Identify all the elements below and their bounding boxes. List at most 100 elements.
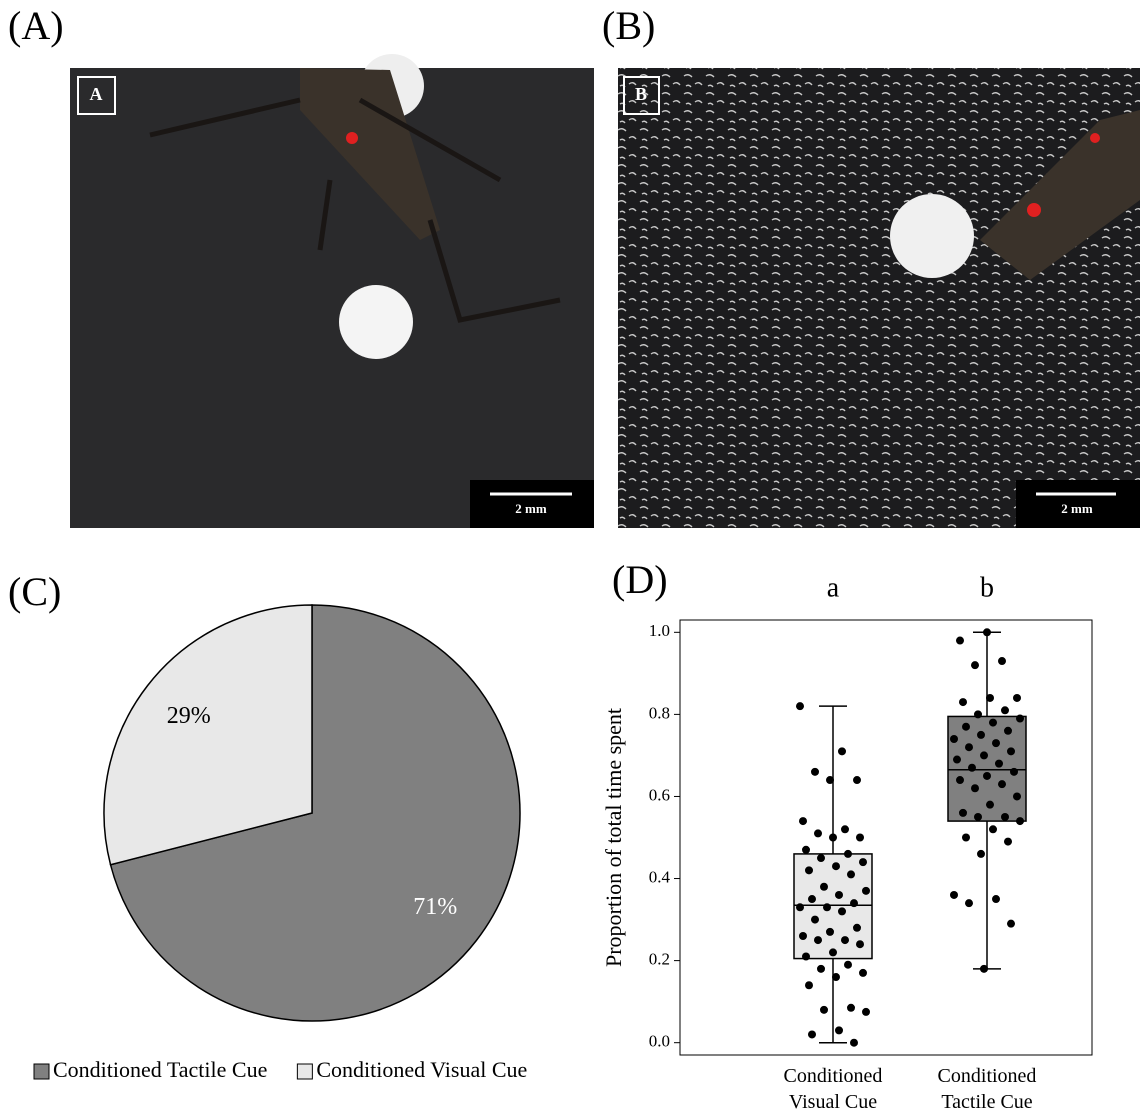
point <box>820 883 828 891</box>
x-tick-label: Conditioned Visual Cue <box>763 1063 903 1115</box>
point <box>859 858 867 866</box>
point <box>998 780 1006 788</box>
point <box>856 940 864 948</box>
point <box>971 784 979 792</box>
panel-label: (B) <box>602 3 655 48</box>
inset-label: B <box>635 84 647 104</box>
point <box>1001 706 1009 714</box>
scale-label: 2 mm <box>1061 501 1093 516</box>
point <box>862 887 870 895</box>
point <box>814 936 822 944</box>
point <box>974 710 982 718</box>
y-tick-label: 0.2 <box>649 950 670 969</box>
point <box>956 637 964 645</box>
legend-swatch <box>34 1064 49 1079</box>
slice-label: 29% <box>167 703 211 729</box>
point <box>850 1039 858 1047</box>
point <box>844 850 852 858</box>
point <box>796 702 804 710</box>
point <box>841 936 849 944</box>
point <box>977 850 985 858</box>
point <box>998 657 1006 665</box>
annotation: a <box>827 572 840 603</box>
panel-label: (C) <box>8 569 61 614</box>
point <box>980 751 988 759</box>
point <box>823 903 831 911</box>
point <box>802 846 810 854</box>
y-tick-label: 0.0 <box>649 1032 670 1051</box>
point <box>968 764 976 772</box>
photo-a <box>70 54 594 528</box>
point <box>814 829 822 837</box>
point <box>956 776 964 784</box>
point <box>832 862 840 870</box>
point <box>799 932 807 940</box>
point <box>983 772 991 780</box>
point <box>1013 792 1021 800</box>
point <box>989 719 997 727</box>
point <box>1007 920 1015 928</box>
point <box>1001 813 1009 821</box>
point <box>799 817 807 825</box>
point <box>950 891 958 899</box>
point <box>980 965 988 973</box>
point <box>1010 768 1018 776</box>
point <box>796 903 804 911</box>
y-tick-label: 0.8 <box>649 703 670 722</box>
legend-label: Conditioned Tactile Cue <box>53 1057 267 1082</box>
point <box>1016 714 1024 722</box>
point <box>983 628 991 636</box>
y-tick-label: 0.4 <box>649 867 671 886</box>
point <box>835 1026 843 1034</box>
point <box>832 973 840 981</box>
panel-label: (A) <box>8 3 64 48</box>
y-axis-label: Proportion of total time spent <box>601 708 626 967</box>
point <box>856 834 864 842</box>
photo-b <box>618 68 1140 528</box>
point <box>850 899 858 907</box>
figure: A 2 mm B 2 mm (A) (B) (C) (D) 71%29%Cond… <box>0 0 1144 1113</box>
x-tick-label: Conditioned Tactile Cue <box>917 1063 1057 1115</box>
point <box>1004 838 1012 846</box>
point <box>959 809 967 817</box>
point <box>808 1030 816 1038</box>
point <box>992 895 1000 903</box>
point <box>962 834 970 842</box>
point <box>817 854 825 862</box>
point <box>959 698 967 706</box>
point <box>829 948 837 956</box>
panel-label: (D) <box>612 557 668 602</box>
point <box>1007 747 1015 755</box>
point <box>986 801 994 809</box>
scale-label: 2 mm <box>515 501 547 516</box>
point <box>953 756 961 764</box>
point <box>1016 817 1024 825</box>
point <box>817 965 825 973</box>
point <box>1013 694 1021 702</box>
point <box>862 1008 870 1016</box>
point <box>808 895 816 903</box>
point <box>847 870 855 878</box>
page: A 2 mm B 2 mm (A) (B) (C) (D) 71%29%Cond… <box>0 0 1144 1113</box>
point <box>826 776 834 784</box>
slice-label: 71% <box>413 894 457 920</box>
point <box>826 928 834 936</box>
point <box>992 739 1000 747</box>
point <box>962 723 970 731</box>
point <box>844 961 852 969</box>
point <box>841 825 849 833</box>
point <box>805 981 813 989</box>
annotation: b <box>980 572 994 603</box>
point <box>811 768 819 776</box>
point <box>971 661 979 669</box>
point <box>995 760 1003 768</box>
point <box>974 813 982 821</box>
point <box>835 891 843 899</box>
point <box>989 825 997 833</box>
point <box>838 907 846 915</box>
plot-frame <box>680 620 1092 1055</box>
y-tick-label: 1.0 <box>649 621 670 640</box>
point <box>829 834 837 842</box>
legend-label: Conditioned Visual Cue <box>316 1057 527 1082</box>
point <box>965 743 973 751</box>
